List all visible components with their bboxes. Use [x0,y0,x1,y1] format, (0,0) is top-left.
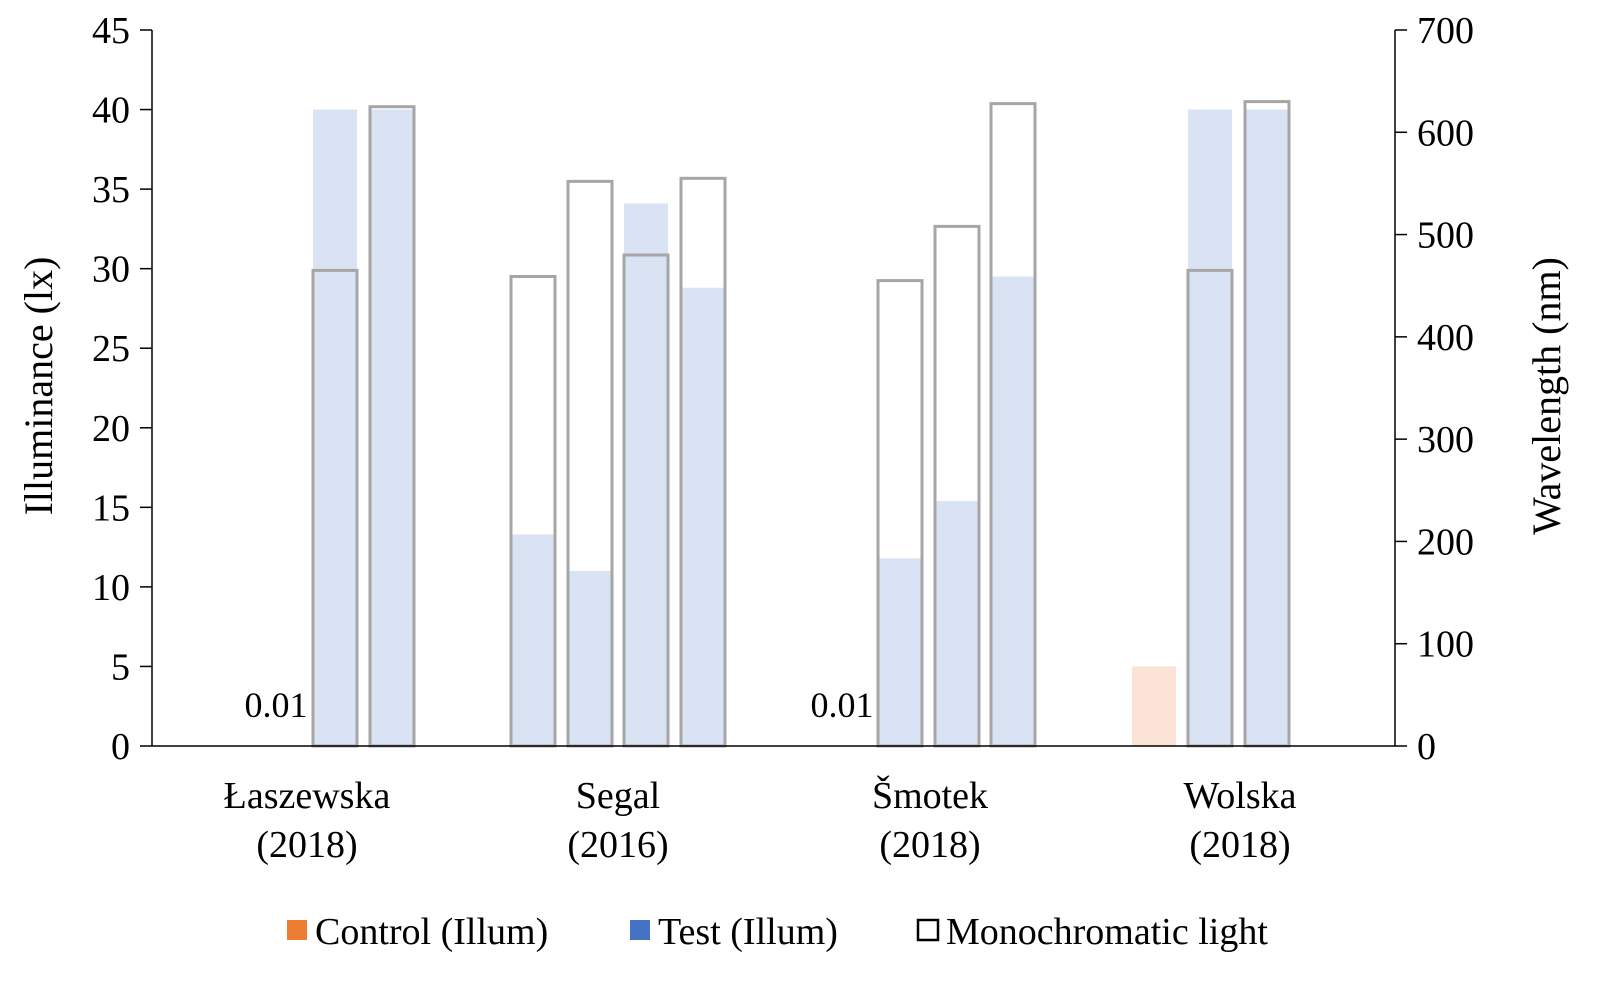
y2-tick-label: 100 [1417,624,1474,666]
category-year-label: (2018) [256,824,357,866]
y2-tick-label: 200 [1417,521,1474,563]
y2-tick-label: 0 [1417,726,1436,768]
y-tick-label: 0 [111,726,130,768]
category-year-label: (2018) [879,824,980,866]
y-tick-label: 25 [92,328,130,370]
control-bar [1132,666,1176,746]
legend-swatch-control [287,920,307,940]
legend-label-test: Test (Illum) [658,911,838,953]
test-bar [1188,109,1232,747]
category-year-label: (2016) [567,824,668,866]
plot-area: 0.01 0.01 [245,100,1291,748]
y2-tick-label: 700 [1417,10,1474,52]
y-tick-label: 30 [92,249,130,291]
test-bar [568,570,612,746]
category-label: Šmotek [872,775,988,817]
category-year-label: (2018) [1189,824,1290,866]
test-bar [370,109,414,747]
category-label: Segal [576,775,660,817]
legend-label-control: Control (Illum) [315,911,548,953]
y2-tick-label: 500 [1417,215,1474,257]
y-axis-title: Illuminance (lx) [16,257,61,516]
test-bar [1245,109,1289,747]
y-tick-label: 40 [92,90,130,132]
control-data-label: 0.01 [245,685,308,725]
category-label: Łaszewska [224,775,391,817]
y2-tick-label: 400 [1417,317,1474,359]
control-data-label: 0.01 [811,685,874,725]
legend-swatch-test [630,920,650,940]
y-tick-label: 10 [92,567,130,609]
test-bar [878,558,922,746]
test-bar [991,276,1035,746]
y-tick-label: 15 [92,487,130,529]
test-bar [935,500,979,746]
legend: Control (Illum) Test (Illum) Monochromatic… [287,911,1268,953]
axes: Łaszewska (2018) Segal (2016) Šmotek (2018) Wo… [92,10,1474,866]
test-bar [681,287,725,746]
test-bar [511,534,555,746]
y2-axis-title: Wavelength (nm) [1524,257,1569,535]
y-tick-label: 35 [92,169,130,211]
legend-swatch-mono [916,918,940,942]
y-tick-label: 45 [92,10,130,52]
y-tick-label: 5 [111,646,130,688]
category-label: Wolska [1183,775,1296,817]
y2-tick-label: 300 [1417,419,1474,461]
y-tick-label: 20 [92,408,130,450]
legend-label-mono: Monochromatic light [946,911,1268,953]
test-bar [624,203,668,747]
y2-tick-label: 600 [1417,112,1474,154]
test-bar [313,109,357,747]
